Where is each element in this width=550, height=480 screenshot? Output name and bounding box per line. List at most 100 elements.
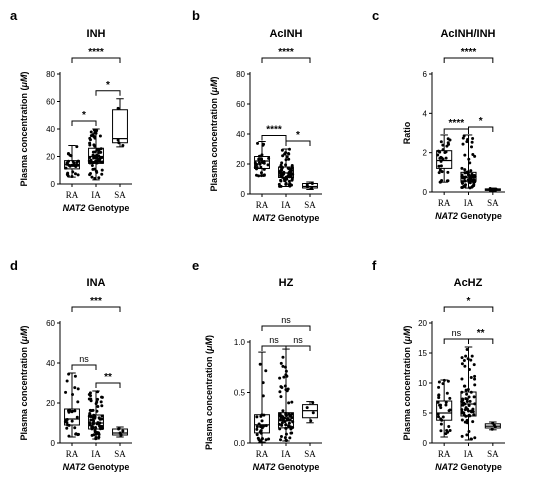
data-point	[72, 164, 76, 168]
x-axis-label: NAT2 Genotype	[253, 462, 320, 472]
box-RA	[436, 378, 453, 438]
data-point	[91, 150, 95, 154]
data-point	[258, 439, 262, 443]
significance-label: *	[479, 116, 483, 127]
data-point	[468, 179, 472, 183]
data-point	[448, 396, 452, 400]
data-point	[463, 179, 467, 183]
x-tick-label: SA	[487, 449, 499, 459]
data-point	[279, 165, 283, 169]
data-point	[264, 424, 268, 428]
data-point	[460, 166, 464, 170]
box-IA	[277, 147, 295, 188]
data-point	[94, 436, 98, 440]
data-point	[75, 161, 79, 165]
data-point	[465, 418, 469, 422]
data-point	[100, 424, 104, 428]
data-point	[98, 427, 102, 431]
data-point	[305, 183, 309, 187]
data-point	[461, 142, 465, 146]
data-point	[464, 414, 468, 418]
data-point	[473, 377, 477, 381]
data-point	[267, 437, 271, 441]
y-tick-label: 60	[46, 319, 55, 328]
data-point	[473, 383, 477, 387]
data-point	[287, 421, 291, 425]
x-tick-label: SA	[114, 190, 126, 200]
box-SA	[112, 98, 128, 148]
data-point	[460, 410, 464, 414]
data-point	[281, 409, 285, 413]
data-point	[311, 411, 315, 415]
data-point	[437, 396, 441, 400]
data-point	[463, 408, 467, 412]
data-point	[94, 155, 98, 159]
data-point	[472, 413, 476, 417]
data-point	[96, 397, 100, 401]
data-point	[91, 153, 95, 157]
data-point	[100, 404, 104, 408]
data-point	[257, 161, 261, 165]
data-point	[445, 429, 449, 433]
data-point	[279, 178, 283, 182]
data-point	[264, 369, 268, 373]
data-point	[75, 415, 79, 419]
y-tick-label: 15	[418, 349, 427, 358]
data-point	[287, 157, 291, 161]
data-point	[117, 141, 121, 145]
data-point	[284, 432, 288, 436]
data-point	[439, 164, 443, 168]
data-point	[290, 166, 294, 170]
data-point	[464, 388, 468, 392]
data-point	[437, 380, 441, 384]
x-tick-label: RA	[438, 449, 451, 459]
data-point	[97, 176, 101, 180]
x-axis-label-gene: NAT2	[253, 462, 276, 472]
data-point	[460, 390, 464, 394]
significance-label: ns	[452, 328, 462, 338]
data-point	[280, 148, 284, 152]
panel-letter: d	[10, 258, 18, 273]
data-point	[65, 420, 69, 424]
bracket-line	[443, 57, 494, 63]
y-axis-label-text: Plasma concentration (	[19, 87, 29, 186]
data-point	[448, 138, 452, 142]
significance-label: *	[82, 110, 86, 121]
data-point	[287, 152, 291, 156]
panel-title: INH	[87, 28, 106, 40]
significance-bracket: *	[95, 80, 121, 96]
box-IA	[87, 390, 104, 441]
data-point	[290, 163, 294, 167]
data-point	[93, 176, 97, 180]
data-point	[284, 158, 288, 162]
data-point	[279, 184, 283, 188]
data-point	[261, 394, 265, 398]
y-axis-label: Plasma concentration (μM)	[204, 335, 214, 450]
data-point	[90, 164, 94, 168]
data-point	[260, 174, 264, 178]
data-point	[95, 409, 99, 413]
data-point	[255, 166, 259, 170]
data-point	[100, 160, 104, 164]
y-tick-label: 80	[236, 70, 245, 79]
y-axis-label-unit: μM	[204, 338, 214, 352]
data-point	[67, 372, 71, 376]
box-RA	[64, 145, 80, 178]
data-point	[463, 153, 467, 157]
y-axis-label-text: Plasma concentration (	[402, 341, 412, 440]
data-point	[469, 390, 473, 394]
data-point	[92, 135, 96, 139]
data-point	[98, 134, 102, 138]
x-tick-label: RA	[256, 449, 269, 459]
data-point	[121, 429, 125, 433]
data-point	[463, 168, 467, 172]
data-point	[260, 437, 264, 441]
significance-bracket: ns	[261, 315, 311, 331]
data-point	[99, 147, 103, 151]
data-point	[89, 394, 93, 398]
bracket-line	[443, 338, 469, 344]
data-point	[467, 368, 471, 372]
data-point	[255, 425, 259, 429]
data-point	[87, 414, 91, 418]
data-point	[465, 347, 469, 351]
